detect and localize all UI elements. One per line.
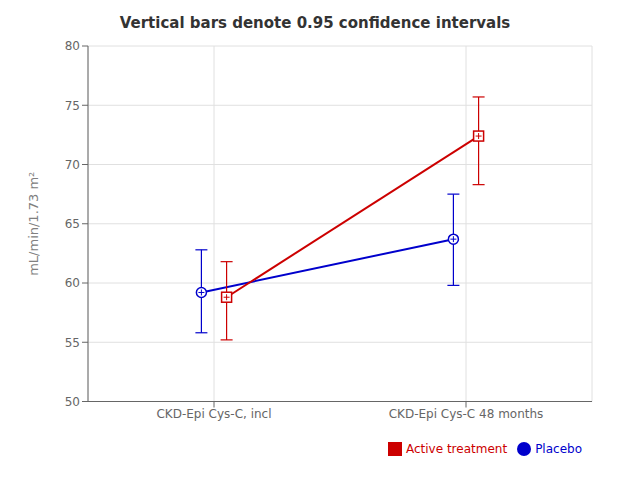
svg-text:CKD-Epi Cys-C, incl: CKD-Epi Cys-C, incl [156, 407, 271, 421]
html-text:Vertical bars denote 0.95 conf: Vertical bars denote 0.95 confidence int… [119, 14, 511, 32]
svg-text:60: 60 [65, 276, 80, 290]
svg-text:70: 70 [65, 158, 80, 172]
svg-text:65: 65 [65, 217, 80, 231]
svg-text:50: 50 [65, 395, 80, 409]
svg-text:CKD-Epi Cys-C 48 months: CKD-Epi Cys-C 48 months [389, 407, 544, 421]
svg-text:55: 55 [65, 336, 80, 350]
svg-text:mL/min/1.73 m²: mL/min/1.73 m² [26, 172, 41, 276]
html-text:Active treatment: Active treatment [406, 441, 508, 456]
svg-text:75: 75 [65, 99, 80, 113]
html-text:Placebo: Placebo [535, 441, 582, 456]
svg-text:80: 80 [65, 39, 80, 53]
